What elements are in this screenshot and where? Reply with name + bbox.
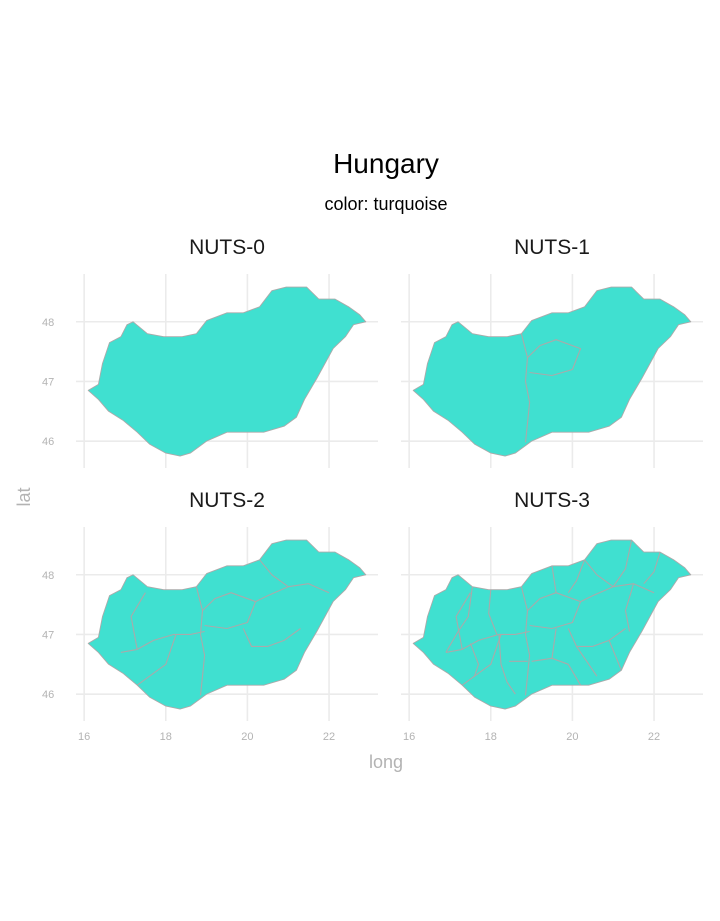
nuts-region-border bbox=[120, 630, 205, 653]
nuts-region-border bbox=[531, 657, 553, 662]
x-tick-label: 20 bbox=[241, 731, 253, 743]
nuts-region-border bbox=[551, 628, 582, 686]
facet-panel-nuts-0: NUTS-0 46 47 48 bbox=[42, 236, 378, 468]
y-tick-label: 47 bbox=[42, 629, 54, 641]
nuts-region-border bbox=[576, 646, 598, 677]
nuts-region-border bbox=[461, 634, 502, 686]
nuts-region-border bbox=[242, 628, 301, 647]
hungary-region-shape bbox=[412, 286, 692, 457]
plot-subtitle: color: turquoise bbox=[324, 194, 447, 214]
x-tick-label: 22 bbox=[323, 731, 335, 743]
facet-panel-nuts-1: NUTS-1 bbox=[401, 236, 703, 468]
nuts-region-border bbox=[469, 643, 480, 677]
nuts-region-border bbox=[612, 539, 633, 588]
nuts-region-border bbox=[567, 559, 586, 594]
y-tick-label: 46 bbox=[42, 689, 54, 701]
nuts-region-border bbox=[259, 559, 289, 588]
nuts-region-border bbox=[551, 565, 557, 593]
y-axis-title: lat bbox=[14, 487, 34, 506]
x-tick-label: 20 bbox=[566, 731, 578, 743]
x-tick-label: 18 bbox=[485, 731, 497, 743]
x-tick-label: 22 bbox=[648, 731, 660, 743]
x-tick-label: 16 bbox=[403, 731, 415, 743]
nuts-region-border bbox=[445, 630, 530, 653]
facet-strip-label: NUTS-0 bbox=[189, 236, 265, 259]
facet-panel-nuts-3: NUTS-3 16 18 20 22 bbox=[401, 489, 703, 743]
nuts-region-border bbox=[567, 628, 626, 647]
nuts-region-border bbox=[488, 589, 498, 635]
x-tick-label: 18 bbox=[160, 731, 172, 743]
nuts-region-border bbox=[608, 640, 622, 671]
nuts-region-border bbox=[445, 586, 473, 653]
nuts-region-border bbox=[624, 583, 635, 632]
nuts-region-border bbox=[527, 339, 582, 377]
hungary-region-shape bbox=[87, 539, 367, 710]
nuts-region-border bbox=[520, 333, 531, 443]
nuts-region-border bbox=[195, 586, 206, 696]
facet-strip-label: NUTS-2 bbox=[189, 489, 265, 512]
nuts-region-border bbox=[136, 634, 177, 686]
nuts-region-border bbox=[130, 592, 146, 650]
y-tick-label: 48 bbox=[42, 570, 54, 582]
nuts-region-border bbox=[643, 551, 661, 585]
nuts-region-border bbox=[455, 592, 471, 650]
hungary-region-shape bbox=[87, 286, 367, 457]
hungary-region-shape bbox=[412, 539, 692, 710]
plot-title: Hungary bbox=[333, 148, 439, 179]
nuts-region-border bbox=[584, 559, 614, 588]
x-axis-title: long bbox=[369, 752, 403, 772]
facet-strip-label: NUTS-3 bbox=[514, 489, 590, 512]
facet-panel-nuts-2: NUTS-2 46 47 48 16 18 20 22 bbox=[42, 489, 378, 743]
facet-strip-label: NUTS-1 bbox=[514, 236, 590, 259]
y-tick-label: 46 bbox=[42, 436, 54, 448]
y-tick-label: 48 bbox=[42, 317, 54, 329]
nuts-region-border bbox=[520, 586, 531, 696]
nuts-region-border bbox=[498, 634, 516, 695]
y-tick-label: 47 bbox=[42, 376, 54, 388]
x-tick-label: 16 bbox=[78, 731, 90, 743]
